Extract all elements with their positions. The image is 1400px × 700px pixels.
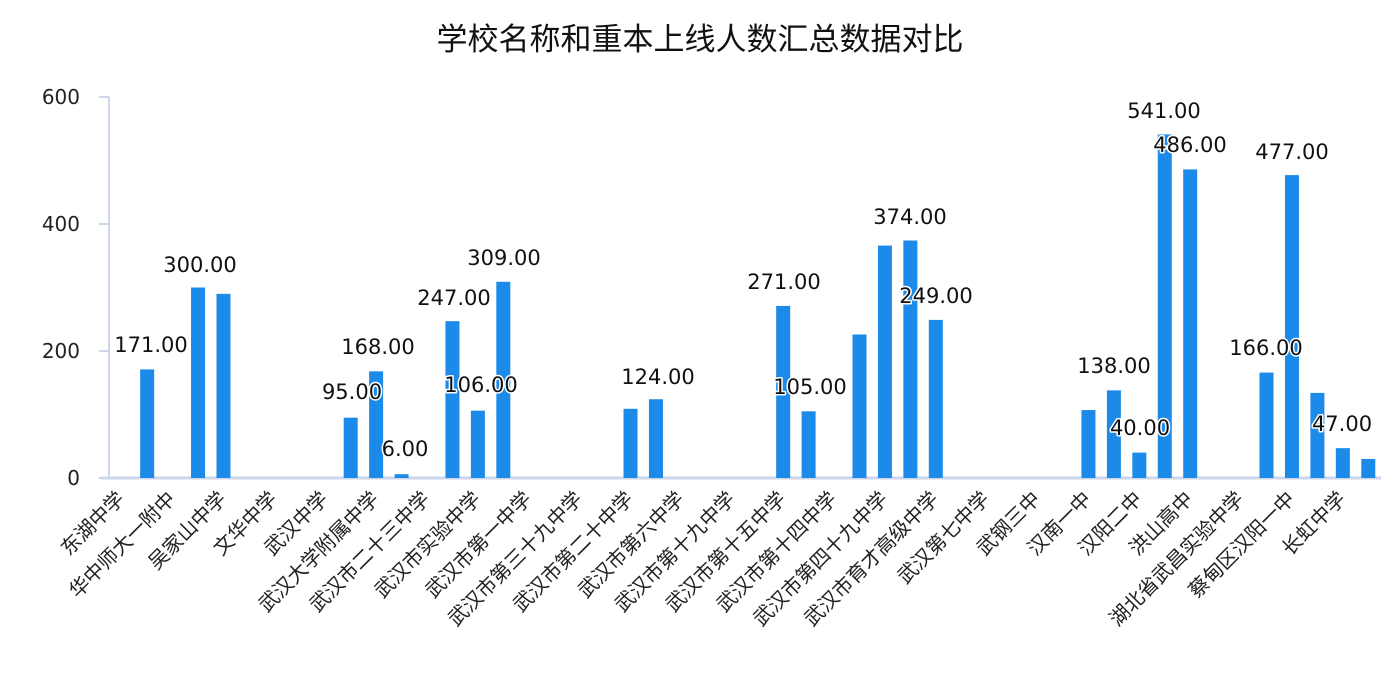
y-tick-label: 600 bbox=[42, 85, 80, 109]
bar bbox=[776, 305, 791, 478]
bar bbox=[445, 321, 460, 478]
bar bbox=[191, 287, 206, 478]
bar bbox=[852, 334, 867, 478]
y-tick-label: 400 bbox=[42, 212, 80, 236]
data-label: 477.00 bbox=[1255, 140, 1328, 164]
bar bbox=[140, 369, 155, 478]
bar bbox=[394, 474, 409, 478]
data-label: 486.00 bbox=[1153, 133, 1226, 157]
data-label: 541.00 bbox=[1127, 99, 1200, 123]
data-label: 300.00 bbox=[163, 253, 236, 277]
bar bbox=[496, 281, 511, 478]
bar bbox=[1259, 372, 1274, 478]
x-axis-labels: 东湖中学华中师大一附中吴家山中学文华中学武汉中学武汉大学附属中学武汉市二十三中学… bbox=[56, 487, 1351, 631]
y-axis: 0 200 400 600 bbox=[42, 85, 110, 490]
bar bbox=[903, 240, 918, 478]
bar bbox=[648, 399, 663, 478]
data-label: 47.00 bbox=[1312, 412, 1372, 436]
bar bbox=[1183, 169, 1198, 478]
bar bbox=[1106, 390, 1121, 478]
bar bbox=[470, 410, 485, 478]
data-label: 6.00 bbox=[382, 437, 429, 461]
data-label: 309.00 bbox=[467, 246, 540, 270]
data-labels: 171.00 300.00 95.00 168.00 6.00 247.00 106.00 3… bbox=[113, 98, 1374, 463]
data-label: 138.00 bbox=[1077, 354, 1150, 378]
bar bbox=[369, 371, 384, 478]
data-label: 271.00 bbox=[747, 270, 820, 294]
data-label: 95.00 bbox=[322, 380, 382, 404]
bars bbox=[140, 134, 1376, 479]
data-label: 106.00 bbox=[444, 373, 517, 397]
data-label: 247.00 bbox=[417, 286, 490, 310]
bar bbox=[216, 293, 231, 478]
bar bbox=[1081, 410, 1096, 478]
bar bbox=[623, 408, 638, 478]
data-label: 166.00 bbox=[1229, 336, 1302, 360]
bar bbox=[928, 319, 943, 478]
bar bbox=[1157, 134, 1172, 478]
data-label: 249.00 bbox=[899, 284, 972, 308]
bar bbox=[1132, 452, 1147, 478]
bar bbox=[801, 411, 816, 478]
bar bbox=[1284, 175, 1299, 479]
y-tick-label: 0 bbox=[67, 466, 80, 490]
data-label: 171.00 bbox=[114, 333, 187, 357]
y-tick-label: 200 bbox=[42, 339, 80, 363]
data-label: 168.00 bbox=[341, 335, 414, 359]
bar bbox=[1335, 448, 1350, 478]
data-label: 374.00 bbox=[873, 205, 946, 229]
data-label: 40.00 bbox=[1110, 416, 1170, 440]
chart-title: 学校名称和重本上线人数汇总数据对比 bbox=[436, 22, 964, 58]
bar bbox=[343, 417, 358, 478]
data-label: 105.00 bbox=[773, 375, 846, 399]
bar bbox=[1361, 458, 1376, 478]
bar bbox=[1310, 392, 1325, 478]
bar bbox=[877, 245, 892, 478]
data-label: 124.00 bbox=[621, 365, 694, 389]
